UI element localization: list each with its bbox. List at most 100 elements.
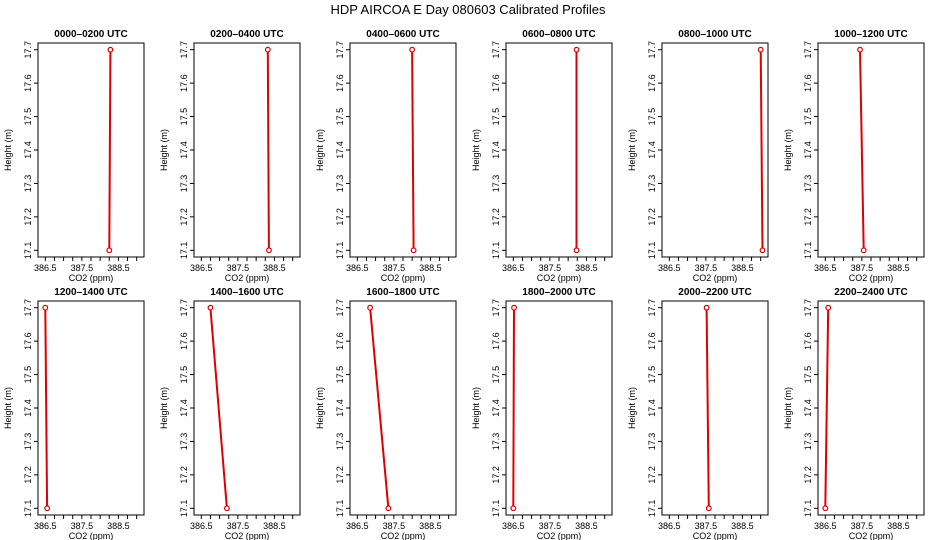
y-axis-label: Height (m) (783, 129, 793, 171)
panel-1: 0000–0200 UTC 386.5 387.5 388.5 17.1 17.2 17.3… (3, 29, 145, 283)
x-axis-label: CO2 (ppm) (381, 531, 426, 540)
y-tick-label: 17.2 (803, 466, 813, 484)
y-tick-label: 17.3 (23, 433, 33, 451)
plot-frame (817, 300, 925, 516)
panel-2: 0200–0400 UTC 386.5 387.5 388.5 17.1 17.2 17.3… (159, 29, 301, 283)
x-tick-label: 387.5 (71, 521, 94, 531)
data-point (44, 505, 51, 512)
y-tick-label: 17.1 (803, 242, 813, 260)
profile-line (44, 307, 49, 509)
x-tick-label: 388.5 (731, 521, 754, 531)
plot-frame (505, 300, 613, 516)
y-tick-label: 17.1 (647, 500, 657, 518)
y-tick-label: 17.1 (179, 242, 189, 260)
y-axis-label: Height (m) (627, 387, 637, 429)
y-tick-label: 17.2 (335, 208, 345, 226)
y-tick-label: 17.2 (23, 208, 33, 226)
y-tick-label: 17.6 (491, 332, 501, 350)
x-tick-label: 387.5 (71, 263, 94, 273)
y-tick-label: 17.4 (803, 399, 813, 417)
y-tick-label: 17.1 (647, 242, 657, 260)
data-point (759, 247, 766, 254)
data-point (703, 304, 710, 311)
x-tick-label: 387.5 (539, 521, 562, 531)
plot-frame (37, 42, 145, 258)
panel-title: 0600–0800 UTC (522, 29, 595, 40)
y-tick-label: 17.5 (179, 108, 189, 126)
y-tick-label: 17.1 (335, 500, 345, 518)
profile-line (369, 307, 390, 509)
y-tick-label: 17.3 (491, 433, 501, 451)
y-tick-label: 17.6 (335, 74, 345, 92)
y-axis-label: Height (m) (159, 387, 169, 429)
y-tick-label: 17.2 (335, 466, 345, 484)
data-point (385, 505, 392, 512)
y-tick-label: 17.6 (179, 74, 189, 92)
panel-12: 2200–2400 UTC 386.5 387.5 388.5 17.1 17.2 17.3… (783, 287, 925, 540)
data-point (705, 505, 712, 512)
x-tick-label: 388.5 (107, 263, 130, 273)
y-tick-label: 17.5 (647, 108, 657, 126)
plot-frame (193, 42, 301, 258)
panel-title: 1200–1400 UTC (54, 287, 127, 298)
y-tick-label: 17.2 (179, 208, 189, 226)
y-tick-label: 17.1 (179, 500, 189, 518)
plot-frame (349, 42, 457, 258)
y-tick-label: 17.3 (23, 175, 33, 193)
x-tick-label: 386.5 (190, 521, 213, 531)
x-tick-label: 388.5 (107, 521, 130, 531)
data-point (860, 247, 867, 254)
y-tick-label: 17.5 (491, 366, 501, 384)
plot-frame (193, 300, 301, 516)
panel-5: 0800–1000 UTC 386.5 387.5 388.5 17.1 17.2 17.3… (627, 29, 769, 283)
profile-line (859, 49, 865, 251)
y-tick-label: 17.1 (491, 242, 501, 260)
x-tick-label: 388.5 (575, 263, 598, 273)
y-axis-label: Height (m) (159, 129, 169, 171)
y-tick-label: 17.4 (179, 141, 189, 159)
y-tick-label: 17.2 (803, 208, 813, 226)
data-point (573, 46, 580, 53)
y-tick-label: 17.3 (179, 175, 189, 193)
y-tick-label: 17.5 (647, 366, 657, 384)
y-axis-label: Height (m) (3, 129, 13, 171)
y-tick-label: 17.4 (179, 399, 189, 417)
y-tick-label: 17.2 (491, 466, 501, 484)
panel-7: 1200–1400 UTC 386.5 387.5 388.5 17.1 17.2 17.3… (3, 287, 145, 540)
x-tick-label: 388.5 (575, 521, 598, 531)
data-point (857, 46, 863, 53)
plot-frame (661, 42, 769, 258)
y-tick-label: 17.1 (23, 500, 33, 518)
y-tick-label: 17.5 (491, 108, 501, 126)
x-axis-label: CO2 (ppm) (537, 273, 582, 283)
y-tick-label: 17.3 (179, 433, 189, 451)
y-tick-label: 17.2 (23, 466, 33, 484)
data-point (42, 304, 49, 311)
panel-10: 1800–2000 UTC 386.5 387.5 388.5 17.1 17.2 17.3… (471, 287, 613, 540)
panel-6: 1000–1200 UTC 386.5 387.5 388.5 17.1 17.2 17.3… (783, 29, 925, 283)
panel-8: 1400–1600 UTC 386.5 387.5 388.5 17.1 17.2 17.3… (159, 287, 301, 540)
x-axis-label: CO2 (ppm) (381, 273, 426, 283)
y-tick-label: 17.1 (335, 242, 345, 260)
x-axis-label: CO2 (ppm) (69, 531, 114, 540)
profile-line (705, 307, 710, 509)
y-tick-label: 17.3 (491, 175, 501, 193)
y-tick-label: 17.1 (23, 242, 33, 260)
y-tick-label: 17.6 (647, 332, 657, 350)
data-point (822, 505, 829, 512)
x-tick-label: 386.5 (658, 263, 681, 273)
y-tick-label: 17.6 (803, 74, 813, 92)
y-tick-label: 17.7 (647, 299, 657, 317)
plot-frame (505, 42, 613, 258)
x-tick-label: 386.5 (34, 521, 57, 531)
plot-frame (349, 300, 457, 516)
data-point (106, 247, 113, 254)
data-point (573, 247, 580, 254)
panel-title: 2000–2200 UTC (678, 287, 751, 298)
y-tick-label: 17.5 (23, 366, 33, 384)
x-tick-label: 388.5 (263, 263, 286, 273)
y-tick-label: 17.1 (803, 500, 813, 518)
x-axis-label: CO2 (ppm) (69, 273, 114, 283)
y-tick-label: 17.5 (335, 108, 345, 126)
